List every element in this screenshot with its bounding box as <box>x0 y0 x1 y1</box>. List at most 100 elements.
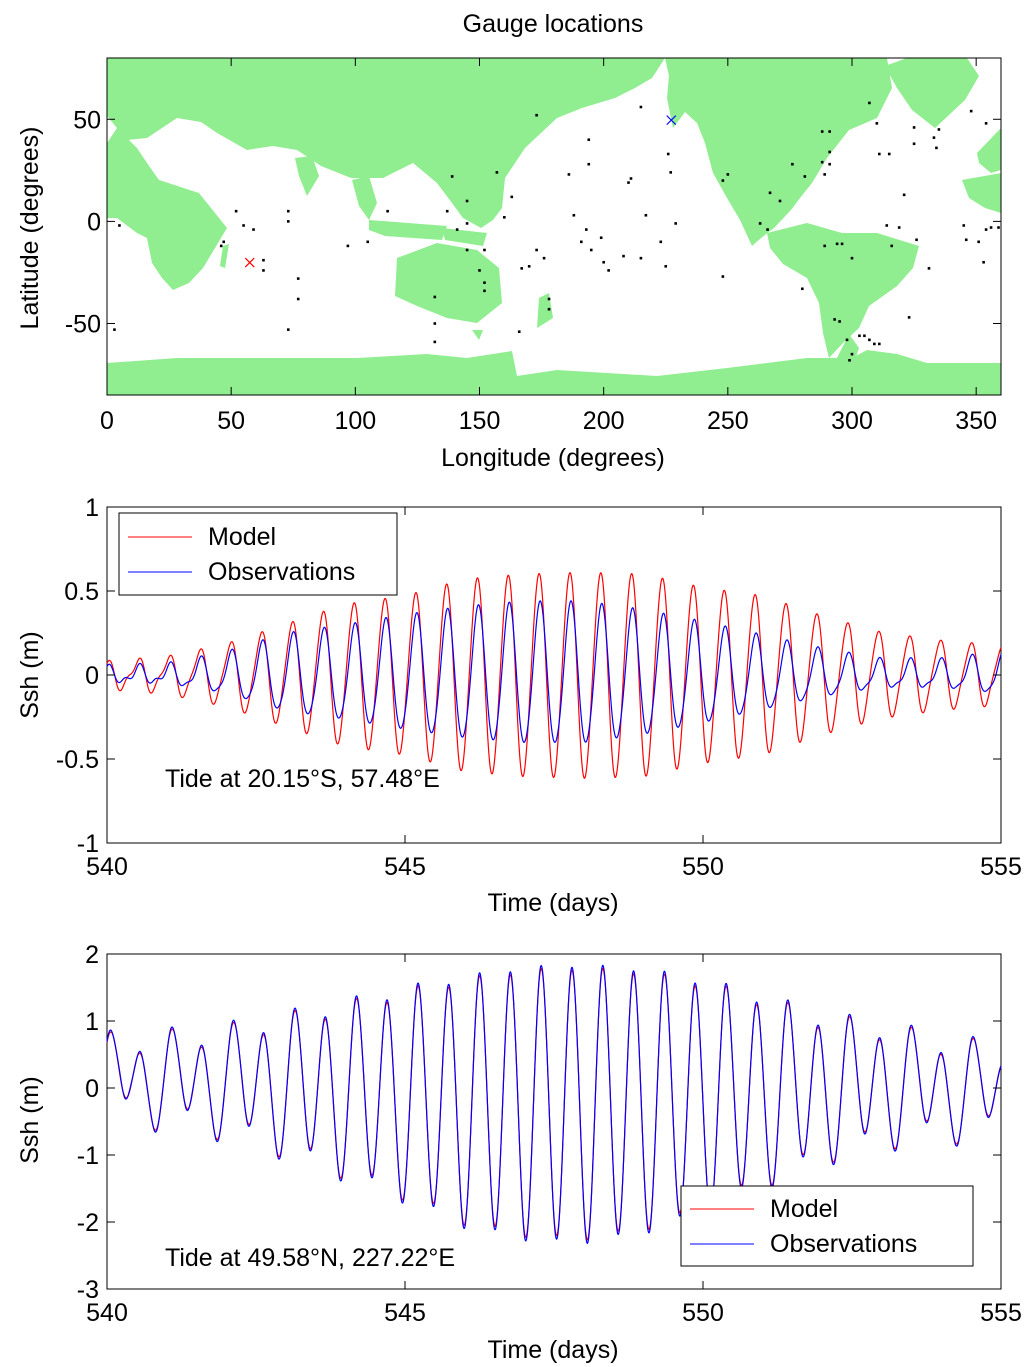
marker-stroke <box>244 257 255 268</box>
x-tick-label: 540 <box>86 853 128 881</box>
gauge-point <box>366 240 370 244</box>
observations-series-line <box>106 964 1002 1245</box>
gauge-point <box>721 179 725 182</box>
gauge-point <box>433 295 437 299</box>
x-tick-label: 150 <box>459 407 501 435</box>
land-greenland <box>885 58 979 128</box>
x-tick-label: 545 <box>384 853 426 881</box>
gauge-point <box>118 224 121 227</box>
gauge-point <box>584 228 588 231</box>
map-plot-area <box>107 58 1001 395</box>
gauge-point <box>607 269 610 272</box>
gauge-point <box>726 173 730 176</box>
gauge-point <box>639 256 643 260</box>
y-tick-label: 0 <box>85 1075 99 1103</box>
tide1-x-axis-label: Time (days) <box>487 889 618 917</box>
gauge-point <box>820 160 824 164</box>
gauge-point <box>907 316 911 319</box>
gauge-point <box>989 226 993 229</box>
gauge-point <box>535 248 538 252</box>
gauge-point <box>835 242 839 246</box>
land-indonesia <box>369 220 447 240</box>
y-tick-label: 0.5 <box>64 578 99 606</box>
gauge-point <box>828 130 831 133</box>
gauge-point <box>465 199 469 203</box>
gauge-point <box>912 142 916 146</box>
gauge-point <box>674 222 677 225</box>
tide1-legend-model-label: Model <box>208 523 276 551</box>
y-tick-label: 50 <box>73 106 101 134</box>
land-new-zealand <box>537 293 553 328</box>
map-y-ticks: 50 0 -50 <box>65 106 1001 339</box>
gauge-point <box>622 254 625 258</box>
land-tasmania <box>472 330 483 340</box>
gauge-point <box>969 109 973 113</box>
land-antarctica <box>107 350 1001 395</box>
gauge-point <box>483 248 486 252</box>
x-tick-label: 550 <box>682 1299 724 1327</box>
gauge-point <box>878 152 881 156</box>
gauge-point <box>912 126 916 129</box>
gauge-point <box>567 173 571 176</box>
gauge-point <box>547 297 551 301</box>
gauge-point <box>599 236 603 240</box>
tide-panel-1: 540 545 550 555 1 0.5 0 -0.5 -1 Tide at 20.15°S… <box>16 494 1022 917</box>
gauge-point <box>666 152 670 156</box>
gauge-point <box>858 334 861 338</box>
map-x-axis-label: Longitude (degrees) <box>441 444 665 472</box>
gauge-point <box>885 224 889 227</box>
tide1-legend-box <box>118 512 398 596</box>
gauge-point <box>589 248 593 252</box>
gauge-point <box>222 240 226 244</box>
tide1-annotation: Tide at 20.15°S, 57.48°E <box>165 765 440 793</box>
map-frame <box>106 57 1002 396</box>
land-antarctic-peninsula <box>837 334 859 360</box>
gauge-point <box>286 220 290 223</box>
y-tick-label: -2 <box>77 1209 99 1237</box>
y-tick-label: -3 <box>77 1276 99 1304</box>
x-tick-label: 250 <box>707 407 749 435</box>
tide2-x-ticks: 540 545 550 555 <box>86 954 1022 1327</box>
gauge-point <box>113 328 116 331</box>
gauge-point <box>840 242 844 246</box>
y-tick-label: 1 <box>85 1008 99 1036</box>
gauge-point <box>768 191 772 195</box>
gauge-point <box>873 342 876 346</box>
gauge-point <box>503 216 506 219</box>
gauge-point <box>984 228 988 231</box>
land-australia <box>395 243 502 323</box>
gauge-point <box>465 222 469 225</box>
x-tick-label: 550 <box>682 853 724 881</box>
gauge-point <box>828 150 831 154</box>
gauge-point <box>587 138 591 141</box>
gauge-point <box>433 340 437 344</box>
gauge-point <box>527 265 531 268</box>
land-europe-asia <box>107 58 665 228</box>
gauge-point <box>639 105 643 109</box>
tide1-curves <box>106 572 1002 779</box>
land-india <box>295 156 319 196</box>
gauge-point <box>937 128 941 131</box>
gauge-point <box>902 193 906 197</box>
map-panel: Gauge locations <box>16 10 1002 472</box>
gauge-point <box>982 260 985 264</box>
gauge-point <box>932 136 936 139</box>
gauge-point <box>997 226 1000 229</box>
gauge-point <box>602 260 605 264</box>
gauge-point <box>766 228 769 231</box>
gauge-point <box>517 330 521 333</box>
gauge-point <box>433 322 437 325</box>
tide2-y-axis-label: Ssh (m) <box>16 1076 44 1164</box>
tide1-legend: Model Observations <box>118 512 398 596</box>
x-tick-label: 540 <box>86 1299 128 1327</box>
gauge-point <box>962 224 966 227</box>
y-tick-label: -1 <box>77 1142 99 1170</box>
land-north-america <box>665 58 892 246</box>
gauge-point <box>572 213 576 217</box>
gauge-point <box>878 342 881 346</box>
land-africa-west <box>962 173 1001 213</box>
gauge-point <box>927 267 931 270</box>
land-madagascar <box>220 244 229 268</box>
gauge-point <box>801 287 804 291</box>
y-tick-label: 0 <box>85 662 99 690</box>
